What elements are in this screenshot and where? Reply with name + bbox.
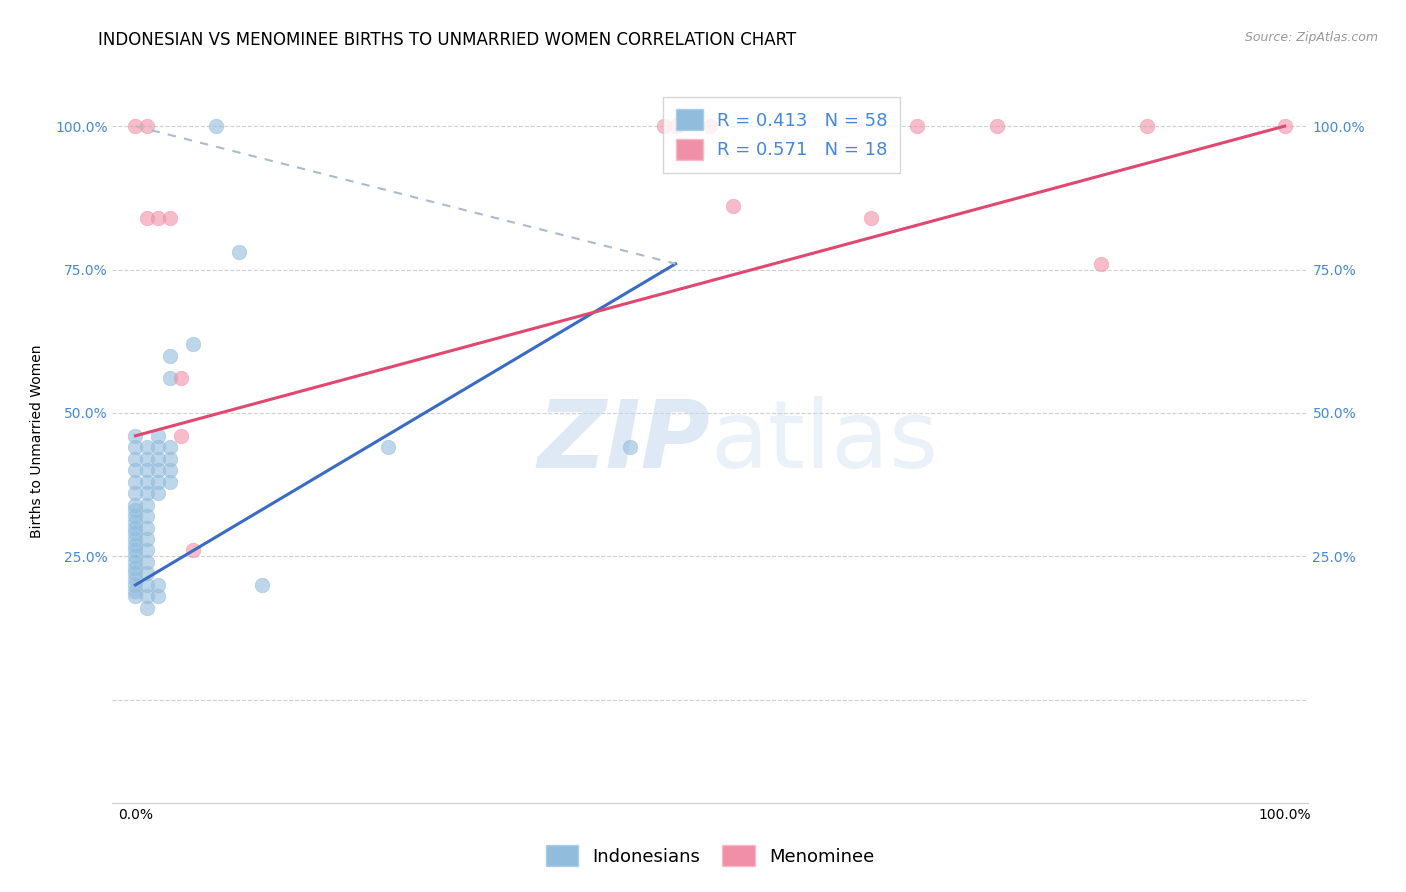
Point — [124, 119, 146, 133]
Point — [136, 451, 159, 466]
Point — [986, 119, 1008, 133]
Point — [124, 560, 146, 574]
Point — [148, 463, 170, 477]
Point — [136, 211, 159, 225]
Point — [124, 538, 146, 552]
Legend: Indonesians, Menominee: Indonesians, Menominee — [538, 838, 882, 873]
Point — [136, 566, 159, 581]
Point — [181, 543, 204, 558]
Point — [148, 590, 170, 604]
Point — [159, 440, 181, 454]
Point — [124, 578, 146, 592]
Point — [124, 549, 146, 564]
Point — [136, 532, 159, 546]
Point — [124, 543, 146, 558]
Point — [136, 520, 159, 534]
Point — [136, 119, 159, 133]
Point — [148, 429, 170, 443]
Point — [181, 337, 204, 351]
Point — [619, 440, 641, 454]
Point — [124, 429, 146, 443]
Point — [1274, 119, 1296, 133]
Point — [148, 211, 170, 225]
Y-axis label: Births to Unmarried Women: Births to Unmarried Women — [30, 345, 44, 538]
Point — [148, 578, 170, 592]
Point — [170, 371, 193, 385]
Point — [124, 532, 146, 546]
Point — [124, 583, 146, 598]
Point — [159, 371, 181, 385]
Point — [159, 475, 181, 489]
Point — [159, 463, 181, 477]
Point — [124, 503, 146, 517]
Point — [136, 543, 159, 558]
Point — [124, 590, 146, 604]
Point — [124, 475, 146, 489]
Point — [664, 119, 686, 133]
Point — [124, 440, 146, 454]
Point — [721, 199, 744, 213]
Point — [377, 440, 399, 454]
Point — [136, 440, 159, 454]
Text: Source: ZipAtlas.com: Source: ZipAtlas.com — [1244, 31, 1378, 45]
Point — [136, 600, 159, 615]
Point — [159, 451, 181, 466]
Point — [136, 590, 159, 604]
Point — [136, 578, 159, 592]
Point — [250, 578, 273, 592]
Point — [124, 526, 146, 541]
Point — [124, 509, 146, 524]
Point — [136, 475, 159, 489]
Point — [652, 119, 675, 133]
Point — [905, 119, 928, 133]
Point — [136, 498, 159, 512]
Point — [205, 119, 228, 133]
Point — [124, 566, 146, 581]
Point — [859, 211, 882, 225]
Point — [148, 475, 170, 489]
Point — [170, 429, 193, 443]
Text: INDONESIAN VS MENOMINEE BIRTHS TO UNMARRIED WOMEN CORRELATION CHART: INDONESIAN VS MENOMINEE BIRTHS TO UNMARR… — [98, 31, 797, 49]
Point — [148, 440, 170, 454]
Point — [148, 486, 170, 500]
Point — [159, 211, 181, 225]
Point — [124, 451, 146, 466]
Point — [699, 119, 721, 133]
Point — [159, 349, 181, 363]
Point — [1090, 257, 1112, 271]
Point — [124, 555, 146, 569]
Text: atlas: atlas — [710, 395, 938, 488]
Point — [136, 509, 159, 524]
Point — [124, 498, 146, 512]
Point — [124, 463, 146, 477]
Point — [136, 486, 159, 500]
Point — [148, 451, 170, 466]
Point — [124, 486, 146, 500]
Point — [228, 245, 250, 260]
Point — [1136, 119, 1159, 133]
Point — [124, 572, 146, 586]
Point — [124, 515, 146, 529]
Point — [136, 463, 159, 477]
Point — [124, 520, 146, 534]
Point — [136, 555, 159, 569]
Text: ZIP: ZIP — [537, 395, 710, 488]
